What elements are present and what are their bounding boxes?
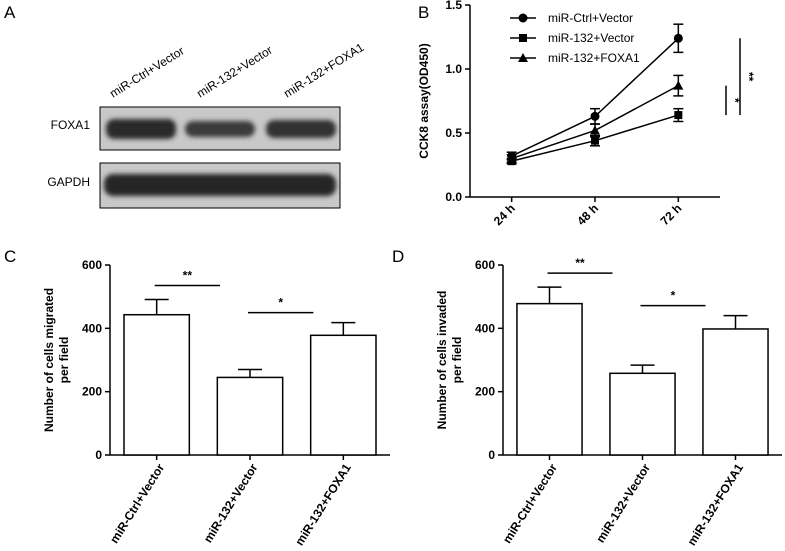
blot-band [106,119,176,139]
y-tick-label: 200 [82,385,102,399]
blot-foxa1 [99,106,341,151]
panel-label: C [4,247,16,266]
y-axis-label: per field [57,337,71,384]
y-tick-label: 1.5 [445,0,462,12]
x-tick-label: miR-Ctrl+Vector [107,461,167,546]
y-tick-label: 400 [475,321,495,335]
marker [674,111,683,120]
blot-band [104,174,336,196]
blot-gapdh [99,162,341,209]
y-tick-label: 0.5 [445,126,462,140]
significance-label: ** [183,269,193,283]
panel-label: B [418,3,429,22]
y-tick-label: 400 [82,321,102,335]
x-tick-label: miR-132+Vector [593,461,653,545]
x-tick-label: miR-132+FOXA1 [685,461,747,548]
x-tick-label: miR-132+FOXA1 [292,461,354,548]
panel-label: A [4,3,16,22]
y-axis-label: CCK8 assay(OD450) [417,43,431,158]
y-tick-label: 1.0 [445,62,462,76]
significance-label: ** [742,72,756,82]
bar [609,372,676,456]
blot-row-label: GAPDH [47,175,90,189]
bar [123,313,191,456]
marker [673,80,684,90]
blot-lane-label: miR-132+Vector [194,43,275,101]
blot-lane-label: miR-Ctrl+Vector [107,44,187,101]
x-tick-label: 48 h [574,201,601,228]
x-tick-label: miR-Ctrl+Vector [500,461,560,546]
blot-band [266,120,336,138]
significance-label: * [278,296,283,310]
y-axis-label: Number of cells invaded [435,291,449,430]
y-tick-label: 600 [475,258,495,272]
x-tick-label: 72 h [658,201,685,228]
legend-marker [518,53,528,62]
panel-label: D [392,247,404,266]
y-tick-label: 200 [475,385,495,399]
y-tick-label: 600 [82,258,102,272]
bar [216,376,284,456]
legend-label: miR-Ctrl+Vector [548,11,633,25]
blot-band [185,121,255,137]
bar [309,334,377,456]
y-tick-label: 0.0 [445,190,462,204]
y-axis-label: Number of cells migrated [42,288,56,432]
y-axis-label: per field [450,337,464,384]
marker [506,153,517,163]
blot-row-label: FOXA1 [51,118,91,132]
x-tick-label: 24 h [491,201,518,228]
bar [516,302,583,456]
legend-marker [519,34,527,42]
marker [590,125,600,135]
legend-label: miR-132+FOXA1 [548,51,640,65]
significance-label: * [671,289,676,303]
y-tick-label: 0 [95,448,102,462]
blot-lane-label: miR-132+FOXA1 [281,40,366,101]
bar [702,328,769,456]
legend-marker [518,13,528,23]
y-tick-label: 0 [488,448,495,462]
marker [590,111,600,121]
significance-label: ** [575,256,585,270]
marker [591,136,599,145]
significance-label: * [728,98,742,103]
x-tick-label: miR-132+Vector [201,461,261,545]
legend-label: miR-132+Vector [548,31,634,45]
marker [673,33,683,43]
